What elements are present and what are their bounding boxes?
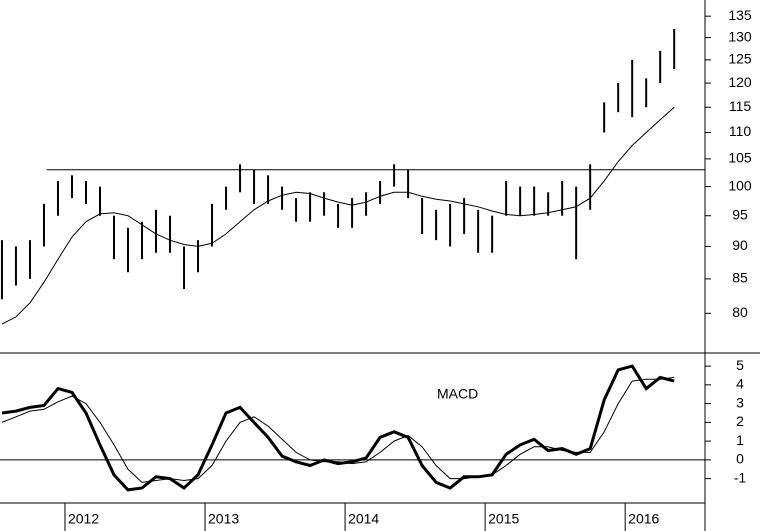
macd-line bbox=[1, 364, 675, 492]
y-tick-label: 2 bbox=[736, 413, 744, 429]
y-tick-label: 1 bbox=[736, 432, 744, 448]
y-tick-label: 3 bbox=[736, 394, 744, 410]
y-tick-label: 105 bbox=[728, 150, 752, 166]
y-tick-label: 125 bbox=[728, 51, 752, 67]
y-tick-label: 80 bbox=[732, 304, 748, 320]
y-tick-label: 110 bbox=[729, 123, 752, 139]
y-tick-label: 95 bbox=[732, 206, 748, 222]
y-tick-label: 4 bbox=[736, 376, 744, 392]
y-tick-label: 130 bbox=[728, 28, 752, 44]
y-tick-label: 85 bbox=[732, 270, 748, 286]
macd-label: MACD bbox=[437, 386, 478, 402]
x-tick-label: 2015 bbox=[488, 511, 519, 527]
x-tick-label: 2014 bbox=[348, 511, 379, 527]
moving-average-line bbox=[1, 106, 675, 325]
y-tick-label: 115 bbox=[729, 98, 752, 114]
y-tick-label: 120 bbox=[728, 74, 752, 90]
x-tick-label: 2013 bbox=[208, 511, 239, 527]
y-tick-label: 5 bbox=[736, 357, 744, 373]
x-tick-label: 2012 bbox=[68, 511, 99, 527]
y-tick-label: 90 bbox=[732, 237, 748, 253]
y-tick-label: -1 bbox=[734, 469, 747, 485]
x-tick-label: 2016 bbox=[628, 511, 659, 527]
y-tick-label: 100 bbox=[728, 177, 752, 193]
signal-line bbox=[1, 376, 675, 483]
y-tick-label: 135 bbox=[728, 7, 752, 23]
y-tick-label: 0 bbox=[736, 451, 744, 467]
